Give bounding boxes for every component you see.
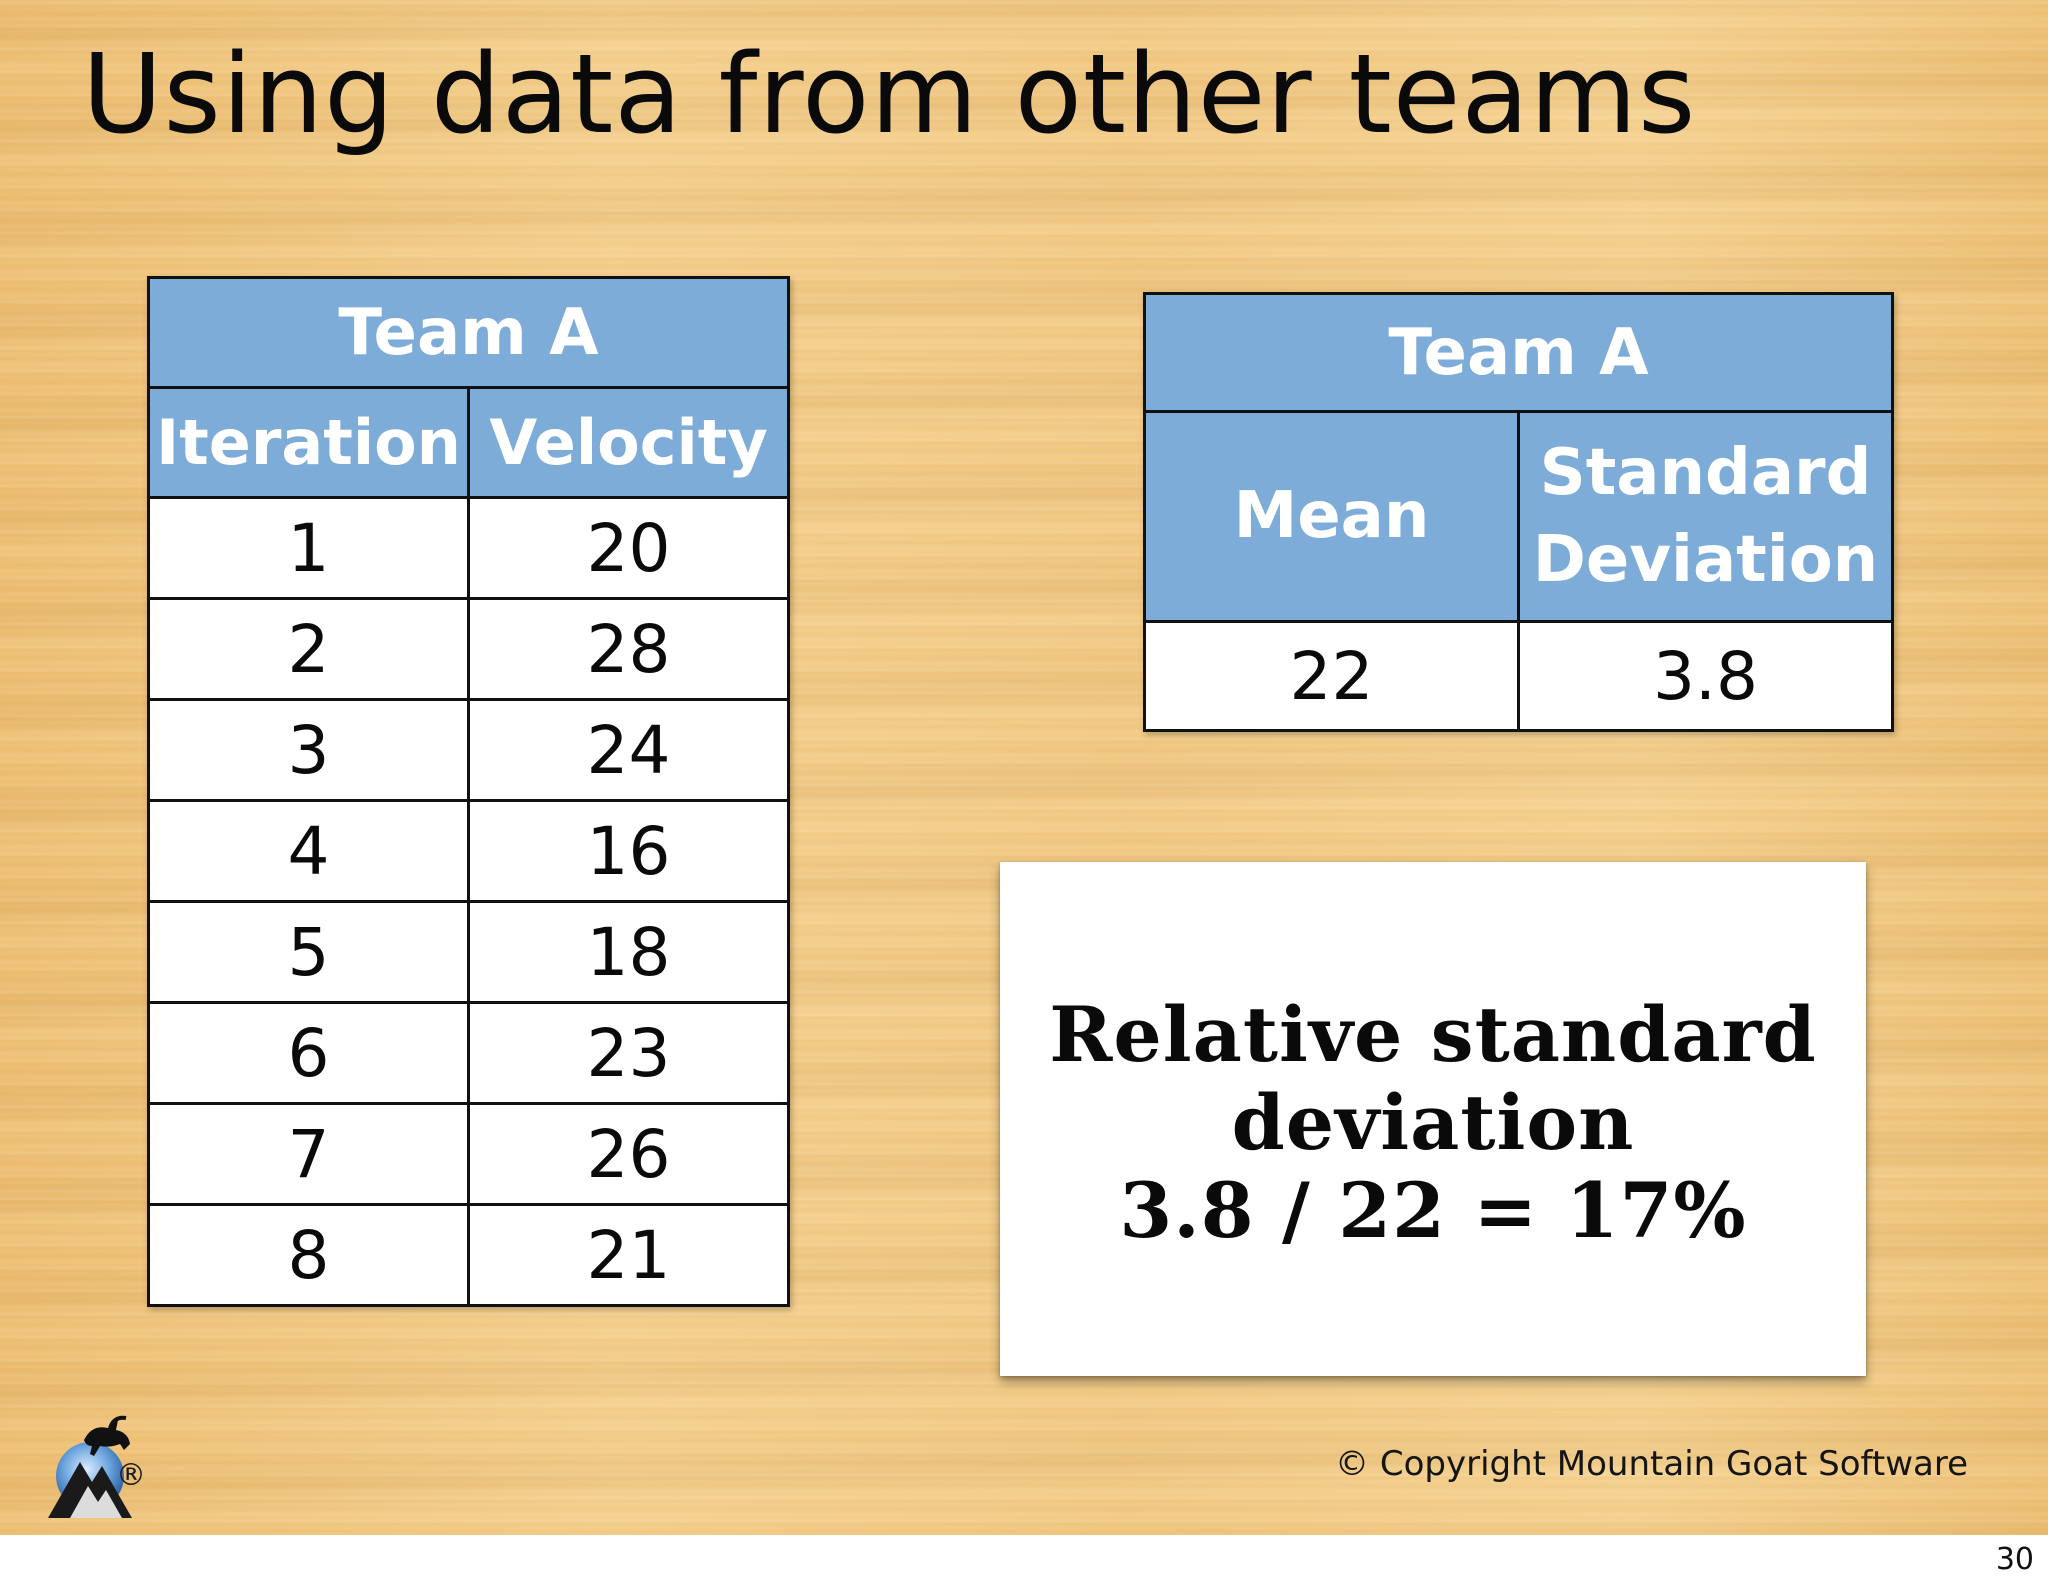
velocity-cell: 20 [467, 496, 790, 600]
copyright-notice: © Copyright Mountain Goat Software [1335, 1444, 1968, 1484]
table-row: 22 3.8 [1143, 620, 1894, 732]
velocity-cell: 24 [467, 698, 790, 802]
standard-deviation-value-cell: 3.8 [1517, 620, 1894, 732]
standard-deviation-column-header: Standard Deviation [1517, 410, 1894, 623]
velocity-column-header: Velocity [467, 386, 790, 499]
velocity-cell: 28 [467, 597, 790, 701]
page-number: 30 [1995, 1542, 2034, 1577]
table-row: 2 28 [147, 597, 790, 701]
velocity-cell: 16 [467, 799, 790, 903]
iteration-cell: 1 [147, 496, 470, 600]
table-row: 3 24 [147, 698, 790, 802]
slide-title: Using data from other teams [82, 30, 1697, 158]
iteration-cell: 8 [147, 1203, 470, 1307]
rsd-card-line-2: deviation [1231, 1078, 1635, 1167]
velocity-cell: 21 [467, 1203, 790, 1307]
table-row: 8 21 [147, 1203, 790, 1307]
rsd-card-line-1: Relative standard [1049, 990, 1817, 1079]
mean-column-header: Mean [1143, 410, 1520, 623]
registered-mark: ® [116, 1458, 146, 1493]
velocity-table: Team A Iteration Velocity 1 20 2 28 3 24… [147, 276, 790, 1307]
velocity-cell: 23 [467, 1001, 790, 1105]
velocity-table-team-header: Team A [147, 276, 790, 389]
iteration-cell: 5 [147, 900, 470, 1004]
standard-deviation-header-line-1: Standard [1539, 436, 1872, 511]
table-row: 7 26 [147, 1102, 790, 1206]
table-row: 4 16 [147, 799, 790, 903]
standard-deviation-header-line-2: Deviation [1532, 522, 1879, 597]
table-row: 6 23 [147, 1001, 790, 1105]
iteration-cell: 2 [147, 597, 470, 701]
iteration-cell: 6 [147, 1001, 470, 1105]
relative-standard-deviation-card: Relative standard deviation 3.8 / 22 = 1… [1000, 862, 1866, 1376]
iteration-cell: 7 [147, 1102, 470, 1206]
rsd-card-formula: 3.8 / 22 = 17% [1119, 1166, 1747, 1255]
velocity-cell: 18 [467, 900, 790, 1004]
summary-table-team-header: Team A [1143, 292, 1894, 413]
table-row: 5 18 [147, 900, 790, 1004]
iteration-cell: 3 [147, 698, 470, 802]
iteration-cell: 4 [147, 799, 470, 903]
summary-table: Team A Mean Standard Deviation 22 3.8 [1143, 292, 1894, 732]
slide: Using data from other teams Team A Itera… [0, 0, 2048, 1535]
iteration-column-header: Iteration [147, 386, 470, 499]
mean-value-cell: 22 [1143, 620, 1520, 732]
velocity-cell: 26 [467, 1102, 790, 1206]
mountain-goat-logo-icon [48, 1415, 132, 1518]
table-row: 1 20 [147, 496, 790, 600]
